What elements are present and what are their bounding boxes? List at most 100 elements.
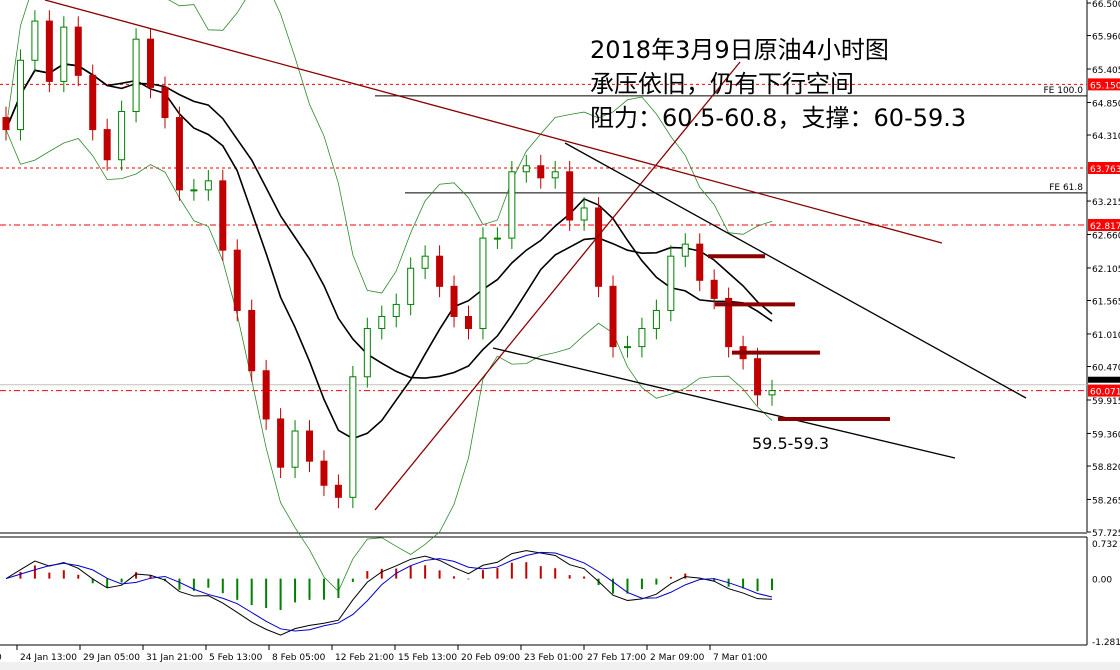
candle-body [16, 59, 24, 131]
macd-tick-label: 0.00 [1092, 576, 1112, 586]
candle-body [89, 74, 97, 131]
status-bar [0, 662, 1120, 670]
y-tick-label: 64.850 [1092, 99, 1120, 109]
candle-body [450, 285, 458, 317]
candle-body [349, 376, 357, 498]
support-zone-label: 59.5-59.3 [752, 434, 830, 453]
candle-body [407, 267, 415, 305]
current-price-badge [1088, 376, 1120, 383]
candle-body [147, 38, 155, 88]
uptrend-channel-line [374, 61, 741, 511]
y-tick-label: 65.960 [1092, 33, 1120, 43]
macd-signal-line [5, 551, 773, 632]
y-tick-label: 64.310 [1092, 132, 1120, 142]
price-level-label: 65.150 [1090, 81, 1120, 91]
fibonacci-label: FE 61.8 [1049, 183, 1083, 193]
candle-body [103, 129, 111, 161]
candle-body [421, 255, 429, 269]
y-tick-label: 59.360 [1092, 430, 1120, 440]
candle-body [334, 484, 342, 498]
y-tick-label: 65.405 [1092, 66, 1120, 76]
x-tick-label: 24 Jan 13:00 [20, 653, 77, 663]
fibonacci-label: FE 100.0 [1044, 86, 1084, 96]
candle-body [233, 249, 241, 311]
macd-main-line [5, 550, 773, 636]
candle-body [277, 418, 285, 468]
candle-body [291, 430, 299, 468]
candle-body [132, 38, 140, 113]
x-tick-label: 29 Jan 05:00 [83, 653, 140, 663]
descending-channel-lower [492, 347, 956, 459]
candle-body [493, 237, 501, 240]
candle-body [595, 207, 603, 287]
downtrend-resistance-line [44, 0, 943, 244]
candle-body [31, 20, 39, 61]
candle-body [623, 346, 631, 349]
price-level-label: 60.071 [1090, 388, 1120, 398]
candle-body [392, 303, 400, 317]
y-tick-label: 58.820 [1092, 463, 1120, 473]
candle-body [696, 243, 704, 281]
price-level-label: 62.817 [1090, 222, 1120, 232]
candle-body [320, 460, 328, 486]
price-level-badge [1088, 161, 1120, 174]
candle-body [710, 279, 718, 299]
candle-body [2, 117, 10, 131]
chart-title: 2018年3月9日原油4小时图 [590, 36, 889, 64]
x-tick-label: 0 [0, 653, 2, 663]
candle-body [580, 207, 588, 221]
y-tick-label: 66.500 [1092, 0, 1120, 10]
candle-body [508, 171, 516, 239]
x-tick-label: 5 Feb 13:00 [209, 653, 263, 663]
y-tick-label: 61.565 [1092, 298, 1120, 308]
x-tick-label: 8 Feb 05:00 [272, 653, 326, 663]
macd-tick-label: 0.732 [1092, 540, 1118, 550]
y-tick-label: 59.915 [1092, 397, 1120, 407]
candle-body [161, 86, 169, 119]
x-tick-label: 23 Feb 01:00 [524, 653, 583, 663]
candle-body [566, 171, 574, 221]
candle-body [60, 26, 68, 82]
candle-body [638, 328, 646, 348]
y-tick-label: 62.105 [1092, 265, 1120, 275]
candle-body [175, 117, 183, 191]
candle-body [768, 390, 776, 396]
x-tick-label: 12 Feb 21:00 [335, 653, 394, 663]
price-level-badge [1088, 384, 1120, 397]
candle-body [219, 180, 227, 251]
price-level-badge [1088, 219, 1120, 232]
y-tick-label: 61.010 [1092, 331, 1120, 341]
descending-channel-upper [564, 142, 1027, 399]
y-tick-label: 57.725 [1092, 529, 1120, 539]
x-tick-label: 7 Mar 01:00 [713, 653, 768, 663]
x-tick-label: 27 Feb 17:00 [587, 653, 646, 663]
candle-body [537, 165, 545, 179]
price-level-label: 63.763 [1090, 165, 1120, 175]
bollinger-upper-band [5, 0, 773, 294]
candle-body [681, 243, 689, 257]
x-tick-label: 2 Mar 09:00 [650, 653, 705, 663]
macd-tick-label: -1.2818 [1092, 638, 1120, 648]
candle-body [754, 358, 762, 396]
candle-body [609, 285, 617, 348]
y-tick-label: 60.470 [1092, 364, 1120, 374]
price-level-badge [1088, 78, 1120, 91]
candle-body [45, 20, 53, 82]
y-tick-label: 58.265 [1092, 496, 1120, 506]
y-tick-label: 62.660 [1092, 231, 1120, 241]
candle-body [118, 111, 126, 161]
x-tick-label: 15 Feb 13:00 [398, 653, 457, 663]
candle-body [436, 255, 444, 287]
candle-body [190, 189, 198, 192]
resistance-support-note: 阻力：60.5-60.8，支撑：60-59.3 [590, 104, 967, 132]
candle-body [204, 180, 212, 191]
candle-body [74, 26, 82, 76]
bollinger-lower-band [5, 129, 773, 592]
candle-body [479, 237, 487, 330]
candle-body [551, 171, 559, 179]
candle-body [262, 370, 270, 420]
x-tick-label: 31 Jan 21:00 [146, 653, 203, 663]
candle-body [725, 297, 733, 348]
x-tick-label: 20 Feb 09:00 [461, 653, 520, 663]
